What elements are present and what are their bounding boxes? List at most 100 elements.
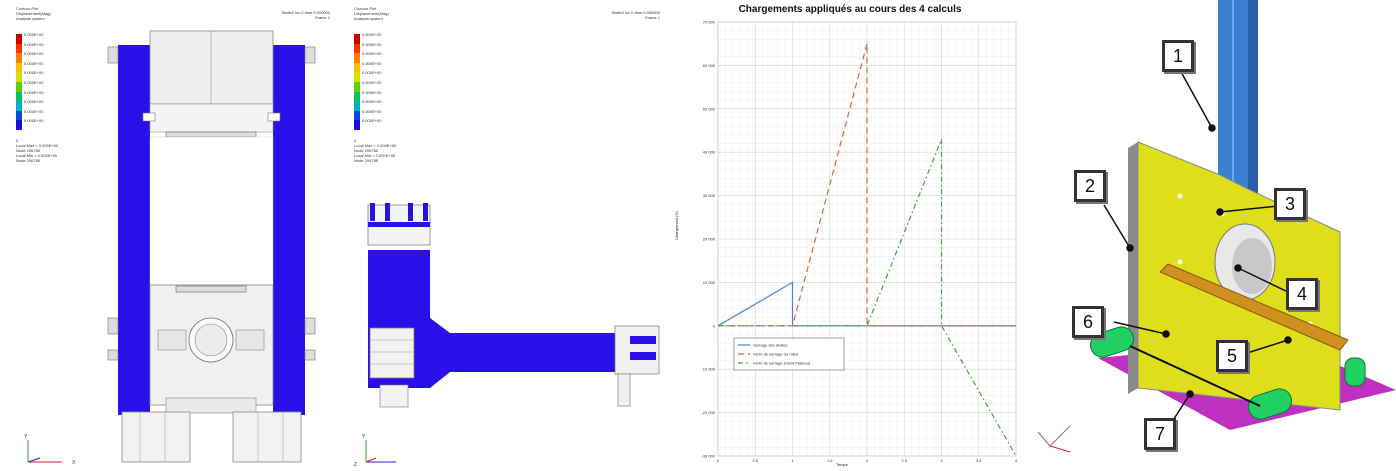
colorbar-swatch [16,62,22,73]
x-tick-label: 4 [1015,458,1018,463]
y-tick-label: 0 [713,323,716,328]
chart-title: Chargements appliqués au cours des 4 cal… [738,4,962,15]
colorbar-label: 0.000E+00 [24,41,44,47]
x-tick-label: 3 [940,458,943,463]
colorbar-label: 0.000E+00 [24,32,44,37]
load-chart: Chargements appliqués au cours des 4 cal… [670,0,1030,471]
colorbar-label: 0.000E+00 [24,99,44,105]
callout-2: 2 [1074,170,1106,202]
svg-text:Z: Z [354,462,357,468]
colorbar-label: 0.000E+00 [362,51,382,57]
front-view-model: Y X [24,30,316,466]
colorbar-swatch [16,81,22,92]
callout-6: 6 [1072,306,1104,338]
colorbar-swatch [354,120,360,130]
callout-3: 3 [1274,188,1306,220]
plate-edge [1128,142,1138,394]
lower-cylinder [369,327,415,379]
contour-colorbar [354,34,360,130]
colorbar-swatch [16,91,22,102]
axis-triad [1037,425,1071,453]
colorbar-swatch [16,120,22,130]
colorbar-label: 0.000E+00 [362,32,382,37]
chart-plot-area: 0 0.5 1 1.5 2 2.5 3 3.5 4 70 000 60 000 50 000 40 00… [701,20,1018,464]
assembly-model [1037,0,1396,453]
axis-triad: Y X [24,434,76,466]
colorbar-swatch [16,53,22,63]
colorbar-swatch [16,43,22,54]
colorbar-label: 0.000E+00 [362,80,382,85]
x-axis-title: Temps [836,462,848,467]
colorbar-swatch [16,110,22,121]
axis-triad: Y Z [354,434,396,468]
colorbar-swatch [354,53,360,63]
y-tick-label: 20 000 [703,237,716,242]
contour-legend-title: Contour Plot Displacement(Mag) Analysis … [16,6,51,21]
colorbar-label: 0.000E+00 [362,99,382,105]
y-tick-label: 50 000 [703,106,716,111]
colorbar-label: 0.000E+00 [24,108,44,114]
svg-text:Y: Y [362,434,366,440]
chart-legend [733,337,845,371]
colorbar-label: 0.000E+00 [24,80,44,85]
orange-rod [1159,263,1349,351]
side-arm [430,318,615,388]
end-cap [614,325,660,375]
x-tick-label: 0 [717,458,720,463]
legend-label: Vérin de serrage (rabot Plateau) [753,361,811,366]
colorbar-swatch [354,81,360,92]
x-tick-label: 3.5 [976,458,982,463]
frame-header: Static2 inc 0 time 0.000000 Frame 1 [611,10,660,20]
contour-legend-title: Contour Plot Displacement(Mag) Analysis … [354,6,389,21]
colorbar-label: 0.000E+00 [24,118,44,124]
colorbar-label: 0.000E+00 [362,108,382,114]
right-column [273,45,305,415]
y-tick-label: 70 000 [703,20,716,25]
callout-4: 4 [1286,278,1318,310]
legend-label: Vérin de serrage du rabot [753,352,799,357]
colorbar-label: 0.000E+00 [24,70,44,76]
top-block [149,30,274,105]
legend-label: Serrage des étoiles [753,343,787,348]
y-tick-label: -20 000 [701,410,715,415]
max-min-readout: 0 Local Max = 0.000E+00 Node 206785 Loca… [354,138,397,163]
colorbar-swatch [354,43,360,54]
x-tick-label: 2 [866,458,869,463]
contour-plot-front-view: Contour Plot Displacement(Mag) Analysis … [0,0,340,471]
colorbar-swatch [16,101,22,111]
svg-text:Y: Y [24,434,28,440]
x-tick-label: 0.5 [752,458,758,463]
y-tick-label: -10 000 [701,367,715,372]
x-tick-label: 1.5 [827,458,833,463]
colorbar-swatch [354,91,360,102]
colorbar-swatch [354,34,360,44]
colorbar-swatch [354,72,360,82]
y-tick-label: 60 000 [703,63,716,68]
x-tick-label: 1 [791,458,794,463]
green-roller-right [1247,388,1293,420]
callout-7: 7 [1144,418,1176,450]
max-min-readout: 0 Local Max = 0.000E+00 Node 206785 Loca… [16,138,59,163]
colorbar-label: 0.000E+00 [362,60,382,66]
colorbar-swatch [16,34,22,44]
y-tick-label: 30 000 [703,193,716,198]
colorbar-label: 0.000E+00 [24,60,44,66]
colorbar-label: 0.000E+00 [24,89,44,95]
colorbar-swatch [354,101,360,111]
left-column [118,45,150,415]
y-tick-label: 10 000 [703,280,716,285]
foot-right [232,411,302,463]
y-axis-title: Chargement (N) [674,211,679,240]
colorbar-label: 0.000E+00 [362,70,382,76]
side-view-model: Y Z [354,203,660,468]
y-tick-label: 40 000 [703,150,716,155]
callout-1: 1 [1162,40,1194,72]
contour-colorbar [16,34,22,130]
contour-plot-side-view: Contour Plot Displacement(Mag) Analysis … [340,0,670,471]
colorbar-label: 0.000E+00 [362,118,382,124]
x-tick-label: 2.5 [901,458,907,463]
foot-left [121,411,191,463]
colorbar-swatch [354,62,360,73]
colorbar-swatch [16,72,22,82]
frame-header: Static2 inc 0 time 0.000000 Frame 1 [281,10,330,20]
